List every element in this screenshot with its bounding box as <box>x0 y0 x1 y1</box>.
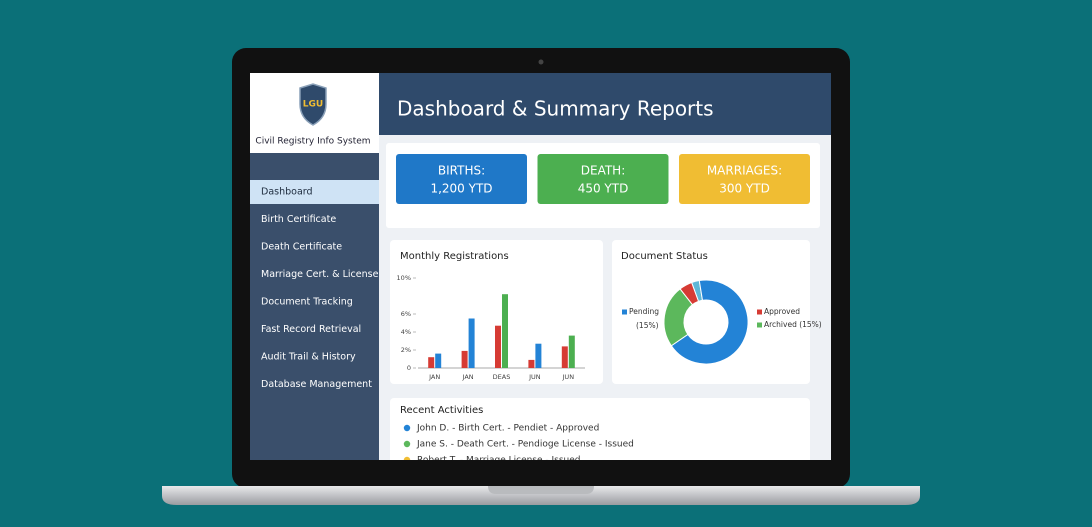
y-tick-label: 2% <box>401 346 411 354</box>
stat-value: 300 YTD <box>719 182 770 196</box>
activity-dot <box>403 424 411 432</box>
legend-detail: (15%) <box>636 321 659 330</box>
legend-swatch <box>757 322 762 328</box>
activities-title: Recent Activities <box>400 405 483 416</box>
nav: Dashboard Birth Certificate Death Certific… <box>250 180 379 390</box>
nav-item: Fast Record Retrieval <box>261 324 361 335</box>
stat-card <box>537 154 669 204</box>
activities-panel <box>390 398 810 460</box>
y-tick-label: 0 <box>407 364 411 372</box>
status-panel <box>612 240 810 384</box>
bar <box>435 353 442 368</box>
camera <box>538 59 544 65</box>
chart-title: Monthly Registrations <box>400 251 509 262</box>
nav-item: Audit Trail & History <box>261 352 356 363</box>
activity-text: John D. - Birth Cert. - Pendiet - Approv… <box>416 424 599 434</box>
header <box>379 73 831 135</box>
status-title: Document Status <box>621 251 708 262</box>
chart-panel <box>390 240 603 384</box>
legend-swatch <box>757 309 762 315</box>
bar-chart: 0 2% 4% 6% 10% JAN JAN DEAS JUN JUN <box>397 274 585 381</box>
bar <box>461 350 468 368</box>
nav-active <box>250 180 379 204</box>
nav-item: Document Tracking <box>261 297 353 308</box>
bar <box>535 343 542 368</box>
bar <box>568 335 575 368</box>
stat-label: BIRTHS: <box>438 164 485 178</box>
nav-item: Database Management <box>261 379 372 390</box>
bar <box>495 325 501 368</box>
bar <box>561 346 568 368</box>
nav-item: Birth Certificate <box>261 214 336 225</box>
bar <box>428 357 435 368</box>
x-tick-label: JAN <box>428 373 440 381</box>
legend-label: Pending <box>629 307 659 316</box>
page-title: Dashboard & Summary Reports <box>397 97 714 121</box>
legend-swatch <box>622 309 627 315</box>
screen: LGU Civil Registry Info System Dashboard… <box>250 73 831 466</box>
stat-cards: BIRTHS: 1,200 YTD DEATH: 450 YTD MARRIAGES: 3… <box>396 154 810 204</box>
logo-text: LGU <box>303 100 323 110</box>
legend-label: Approved <box>764 307 800 316</box>
stat-label: DEATH: <box>581 164 626 178</box>
bar <box>502 294 508 368</box>
bar <box>468 318 475 368</box>
activities: John D. - Birth Cert. - Pendiet - Approv… <box>403 424 634 466</box>
activity-dot <box>403 456 411 460</box>
y-tick-label: 10% <box>397 274 411 282</box>
nav-item: Death Certificate <box>261 242 342 253</box>
legend-label: Archived (15%) <box>764 320 822 329</box>
x-tick-label: JAN <box>462 373 474 381</box>
stat-value: 1,200 YTD <box>430 182 492 196</box>
x-tick-label: JUN <box>562 373 575 381</box>
activity-dot <box>403 440 411 448</box>
stat-card <box>396 154 527 204</box>
y-tick-label: 6% <box>401 310 411 318</box>
laptop-notch <box>488 486 594 494</box>
nav-item: Marriage Cert. & License <box>261 269 379 280</box>
donut-chart: Pending (15%) Approved Archived (15%) <box>622 279 822 365</box>
x-tick-label: DEAS <box>493 373 511 381</box>
x-tick-label: JUN <box>528 373 541 381</box>
donut-slice <box>679 281 700 306</box>
nav-item: Dashboard <box>261 187 313 198</box>
activity-text: Jane S. - Death Cert. - Pendioge License… <box>416 440 634 450</box>
y-tick-label: 4% <box>401 328 411 336</box>
system-name: Civil Registry Info System <box>255 137 370 147</box>
bar <box>528 359 535 368</box>
activity-text: Robert T. - Marriage License - Issued <box>417 456 581 466</box>
logo-shield <box>299 83 327 126</box>
stat-value: 450 YTD <box>578 182 629 196</box>
laptop-base <box>162 486 920 505</box>
donut-slice <box>670 279 749 365</box>
stat-label: MARRIAGES: <box>707 164 782 178</box>
stat-card <box>679 154 810 204</box>
